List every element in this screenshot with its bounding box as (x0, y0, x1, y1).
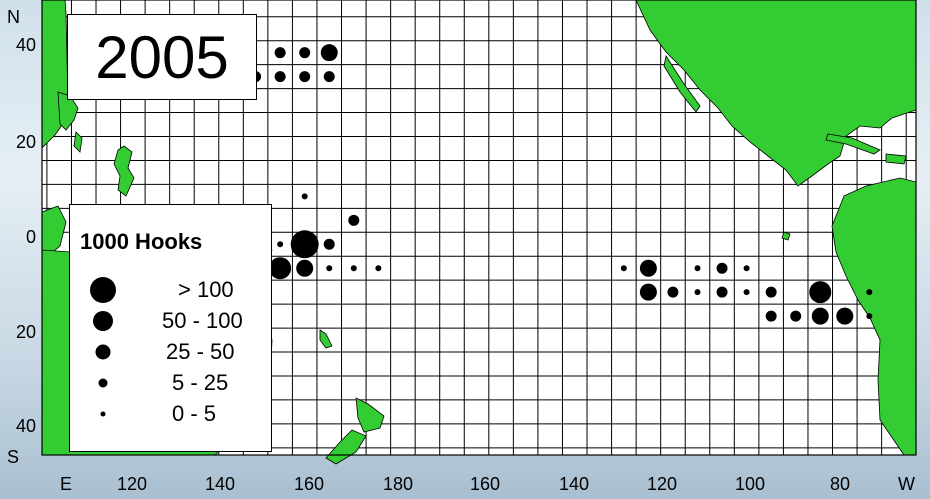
land-cuba (825, 133, 881, 155)
x-tick-label: 100 (734, 474, 766, 494)
effort-point (765, 310, 777, 322)
y-tick-label: 20 (15, 322, 36, 342)
effort-point (350, 265, 357, 272)
effort-point (290, 230, 319, 259)
land-galapagos (781, 231, 791, 241)
y-tick-label: 40 (15, 35, 36, 55)
legend-item: 5 - 25 (70, 366, 270, 400)
effort-point (620, 265, 627, 272)
land-philippines (113, 145, 135, 197)
legend-label: 0 - 5 (172, 401, 217, 426)
year-label: 2005 (67, 14, 257, 100)
effort-point (326, 265, 333, 272)
legend-item: 0 - 5 (70, 397, 270, 431)
legend-item: 25 - 50 (70, 335, 270, 369)
effort-point (274, 47, 286, 59)
effort-point (694, 265, 701, 272)
north-label: N (7, 7, 20, 27)
land-new-zealand-north (355, 397, 385, 433)
effort-point (811, 307, 829, 325)
land-south-america (831, 177, 917, 456)
effort-point (299, 71, 311, 83)
effort-points-layer (228, 44, 873, 325)
x-tick-label: 140 (204, 474, 236, 494)
map-frame (41, 0, 917, 456)
effort-point (639, 283, 657, 301)
effort-point (716, 286, 728, 298)
effort-point (299, 47, 311, 59)
y-tick-label: 20 (15, 132, 36, 152)
land-hispaniola (885, 153, 907, 165)
x-tick-label: 140 (558, 474, 590, 494)
legend-dot-icon (90, 277, 116, 303)
effort-point (269, 257, 292, 280)
land-north-america (635, 0, 917, 187)
x-tick-label: 160 (293, 474, 325, 494)
x-tick-label: 160 (469, 474, 501, 494)
y-tick-label: 40 (15, 416, 36, 436)
effort-point (348, 214, 360, 226)
legend-title: 1000 Hooks (80, 229, 203, 254)
land-baja-california (663, 54, 701, 113)
effort-point (694, 289, 701, 296)
effort-point (743, 289, 750, 296)
effort-point (296, 259, 314, 277)
effort-point (790, 310, 802, 322)
effort-point (323, 71, 335, 83)
effort-point (743, 265, 750, 272)
legend-label: 5 - 25 (172, 370, 229, 395)
legend-label: 25 - 50 (166, 339, 235, 364)
legend-label: 50 - 100 (162, 308, 243, 333)
legend-item: 50 - 100 (70, 304, 270, 338)
south-label: S (7, 447, 20, 467)
west-label: W (898, 474, 915, 494)
effort-point (866, 313, 873, 320)
legend-dot-icon (93, 311, 113, 331)
legend-item: > 100 (70, 273, 270, 307)
effort-point (274, 71, 286, 83)
x-tick-label: 120 (646, 474, 678, 494)
legend-dot-icon (98, 378, 108, 388)
legend-dot-icon (95, 344, 111, 360)
legend-dot-icon (100, 411, 106, 417)
x-tick-label: 120 (116, 474, 148, 494)
effort-point (809, 281, 832, 304)
effort-point (375, 265, 382, 272)
legend: 1000 Hooks > 100 50 - 100 25 - 50 5 - 25… (69, 204, 272, 452)
x-tick-label: 180 (382, 474, 414, 494)
effort-point (323, 238, 335, 250)
legend-label: > 100 (178, 277, 234, 302)
effort-point (667, 286, 679, 298)
effort-point (866, 289, 873, 296)
effort-point (836, 307, 854, 325)
east-label: E (60, 474, 73, 494)
x-tick-label: 80 (829, 474, 851, 494)
effort-point (765, 286, 777, 298)
y-tick-label: 0 (25, 227, 36, 247)
land-new-caledonia (319, 329, 333, 349)
effort-point (639, 259, 657, 277)
effort-point (716, 262, 728, 274)
land-taiwan (73, 131, 83, 153)
effort-point (301, 193, 308, 200)
effort-point (320, 44, 338, 62)
effort-point (277, 241, 284, 248)
